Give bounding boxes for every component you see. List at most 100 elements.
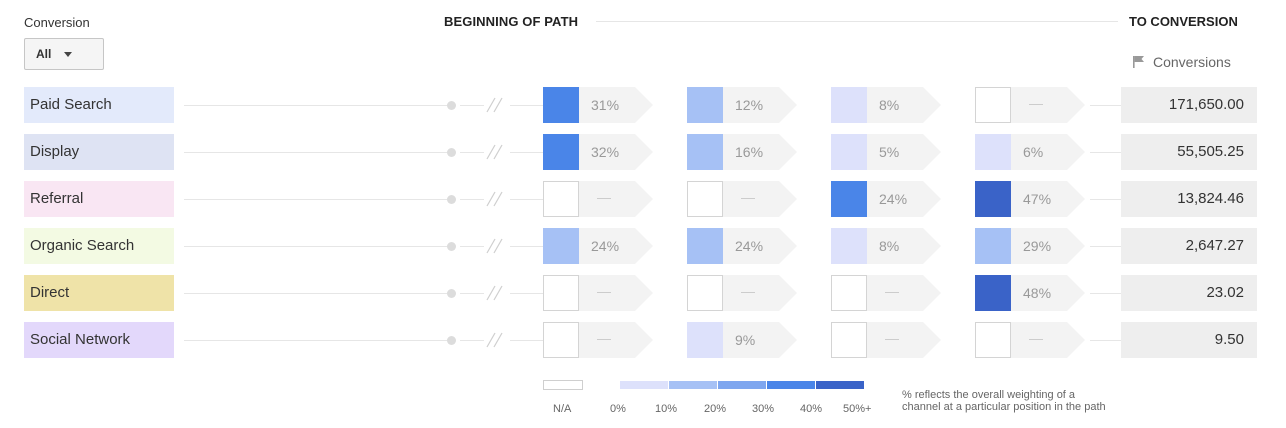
- path-position-cell[interactable]: [543, 275, 655, 311]
- channel-label[interactable]: Display: [24, 134, 174, 170]
- no-data-dash: [597, 339, 611, 340]
- header-beginning-of-path: BEGINNING OF PATH: [444, 14, 579, 29]
- path-connector-line: [184, 340, 447, 341]
- legend-note-line-1: % reflects the overall weighting of a: [902, 389, 1076, 401]
- path-position-cell[interactable]: 24%: [687, 228, 799, 264]
- path-position-cell[interactable]: 24%: [831, 181, 943, 217]
- path-position-cell[interactable]: 8%: [831, 228, 943, 264]
- weighting-percent: 24%: [735, 238, 764, 254]
- header-divider: [596, 21, 1118, 22]
- path-row: Referral 24% 47% 13,824.46: [0, 181, 1286, 217]
- flag-icon: [1133, 56, 1144, 68]
- path-connector-line: [510, 246, 543, 247]
- no-data-dash: [1029, 104, 1043, 105]
- weighting-swatch: [831, 228, 867, 264]
- path-connector-line: [460, 293, 484, 294]
- path-position-cell[interactable]: 48%: [975, 275, 1087, 311]
- weighting-swatch: [975, 275, 1011, 311]
- path-connector-line: [1090, 152, 1121, 153]
- path-start-dot: [447, 195, 456, 204]
- header-to-conversion: TO CONVERSION: [1129, 14, 1238, 29]
- weighting-swatch: [687, 87, 723, 123]
- weighting-percent: 5%: [879, 144, 900, 160]
- no-data-dash: [741, 292, 755, 293]
- weighting-swatch: [543, 134, 579, 170]
- path-position-cell[interactable]: 8%: [831, 87, 943, 123]
- path-connector-line: [184, 199, 447, 200]
- weighting-percent: 29%: [1023, 238, 1052, 254]
- path-connector-line: [1090, 105, 1121, 106]
- path-position-cell[interactable]: 16%: [687, 134, 799, 170]
- path-position-cell[interactable]: [687, 275, 799, 311]
- path-position-cell[interactable]: 6%: [975, 134, 1087, 170]
- legend-note-line-2: channel at a particular position in the …: [902, 401, 1106, 413]
- legend-scale-segment: [620, 381, 668, 389]
- legend-tick-label: 0%: [610, 403, 626, 415]
- weighting-percent: 12%: [735, 97, 764, 113]
- path-connector-line: [510, 152, 543, 153]
- path-position-cell[interactable]: [543, 322, 655, 358]
- conversion-value: 55,505.25: [1121, 134, 1257, 170]
- legend-tick-label: 10%: [655, 403, 678, 415]
- channel-label[interactable]: Paid Search: [24, 87, 174, 123]
- path-position-cell[interactable]: [687, 181, 799, 217]
- legend-tick-label: 40%: [800, 403, 823, 415]
- path-break-icon: [486, 97, 503, 113]
- path-row: Organic Search 24% 24% 8% 29% 2,647.27: [0, 228, 1286, 264]
- path-position-cell[interactable]: 32%: [543, 134, 655, 170]
- legend-tick-label: 20%: [704, 403, 727, 415]
- channel-label[interactable]: Organic Search: [24, 228, 174, 264]
- path-position-cell[interactable]: [831, 322, 943, 358]
- no-data-dash: [885, 292, 899, 293]
- path-position-cell[interactable]: 24%: [543, 228, 655, 264]
- path-position-cell[interactable]: 29%: [975, 228, 1087, 264]
- weighting-percent: 8%: [879, 238, 900, 254]
- path-position-cell[interactable]: [543, 181, 655, 217]
- weighting-percent: 9%: [735, 332, 756, 348]
- path-position-cell[interactable]: 12%: [687, 87, 799, 123]
- channel-label[interactable]: Direct: [24, 275, 174, 311]
- weighting-swatch: [975, 181, 1011, 217]
- weighting-percent: 8%: [879, 97, 900, 113]
- path-connector-line: [184, 152, 447, 153]
- legend-tick-label: 30%: [752, 403, 775, 415]
- no-data-dash: [1029, 339, 1043, 340]
- weighting-swatch: [831, 134, 867, 170]
- path-connector-line: [460, 246, 484, 247]
- channel-label[interactable]: Social Network: [24, 322, 174, 358]
- path-break-icon: [486, 332, 503, 348]
- path-position-cell[interactable]: 9%: [687, 322, 799, 358]
- weighting-swatch: [543, 87, 579, 123]
- weighting-swatch: [543, 228, 579, 264]
- path-connector-line: [1090, 246, 1121, 247]
- path-position-cell[interactable]: [975, 87, 1087, 123]
- path-break-icon: [486, 191, 503, 207]
- chevron-down-icon: [64, 51, 73, 57]
- weighting-swatch: [975, 322, 1011, 358]
- conversion-value: 13,824.46: [1121, 181, 1257, 217]
- weighting-percent: 6%: [1023, 144, 1044, 160]
- path-position-cell[interactable]: 31%: [543, 87, 655, 123]
- conversion-value: 9.50: [1121, 322, 1257, 358]
- weighting-percent: 24%: [591, 238, 620, 254]
- legend-na-label: N/A: [553, 403, 572, 415]
- conversion-value: 171,650.00: [1121, 87, 1257, 123]
- path-position-cell[interactable]: 5%: [831, 134, 943, 170]
- no-data-dash: [885, 339, 899, 340]
- path-connector-line: [510, 293, 543, 294]
- weighting-swatch: [831, 181, 867, 217]
- weighting-swatch: [543, 322, 579, 358]
- channel-label[interactable]: Referral: [24, 181, 174, 217]
- path-position-cell[interactable]: [831, 275, 943, 311]
- path-start-dot: [447, 101, 456, 110]
- path-start-dot: [447, 289, 456, 298]
- path-position-cell[interactable]: [975, 322, 1087, 358]
- legend-scale-segment: [767, 381, 815, 389]
- conversion-dropdown[interactable]: All: [24, 38, 104, 70]
- conversion-value: 2,647.27: [1121, 228, 1257, 264]
- legend-na-swatch: [543, 380, 583, 390]
- weighting-percent: 48%: [1023, 285, 1052, 301]
- conversions-metric-label: Conversions: [1153, 54, 1231, 70]
- weighting-swatch: [687, 134, 723, 170]
- path-position-cell[interactable]: 47%: [975, 181, 1087, 217]
